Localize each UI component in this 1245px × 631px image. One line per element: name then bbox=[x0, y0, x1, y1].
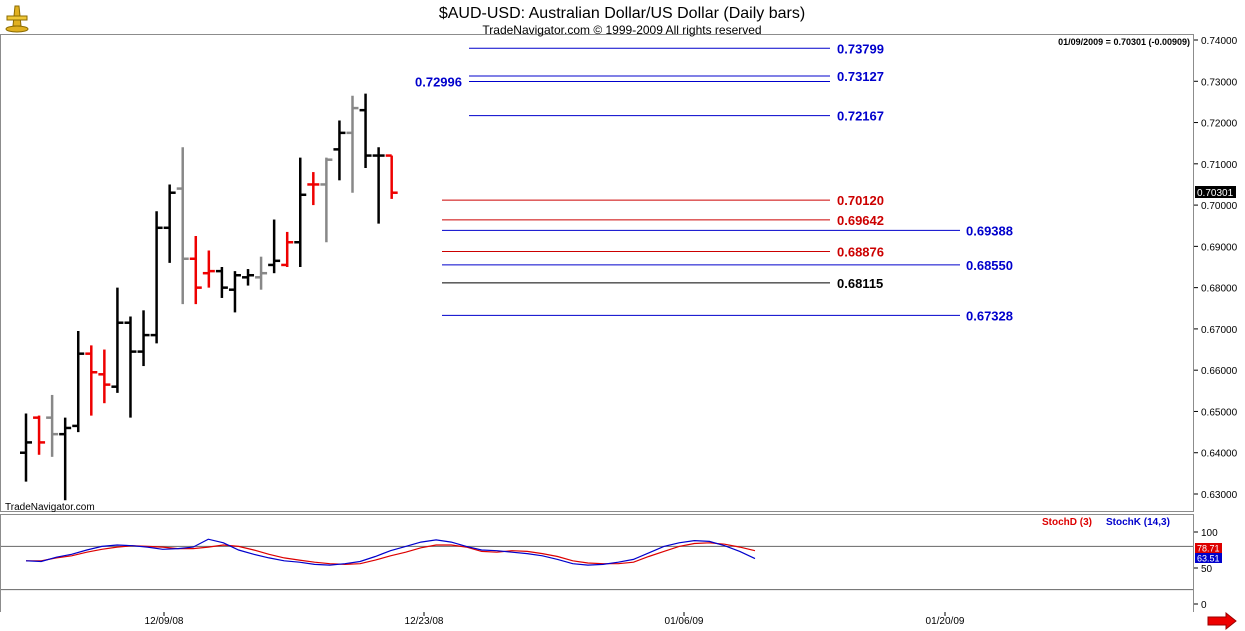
stoch-value-badge bbox=[1195, 553, 1222, 563]
date-axis-label: 01/06/09 bbox=[665, 616, 704, 627]
price-axis-label: 0.64000 bbox=[1201, 449, 1238, 460]
price-axis-label: 0.71000 bbox=[1201, 160, 1238, 171]
price-axis-label: 0.73000 bbox=[1201, 77, 1238, 88]
level-label: 0.69642 bbox=[837, 213, 884, 228]
price-axis: 0.74000 0.73000 0.72000 0.71000 0.70000 0.690… bbox=[1194, 36, 1238, 501]
price-axis-label: 0.74000 bbox=[1201, 36, 1238, 47]
price-axis-label: 0.63000 bbox=[1201, 490, 1238, 501]
stoch-series-line bbox=[26, 542, 756, 566]
level-label: 0.68876 bbox=[837, 244, 884, 259]
price-bars bbox=[20, 93, 398, 501]
stoch-value-badge bbox=[1195, 543, 1222, 553]
level-label: 0.68115 bbox=[837, 276, 883, 291]
chart-title: $AUD-USD: Australian Dollar/US Dollar (D… bbox=[439, 5, 805, 22]
legend-stoch-k: StochK (14,3) bbox=[1106, 517, 1170, 528]
price-axis-label: 0.66000 bbox=[1201, 366, 1238, 377]
price-axis-label: 0.68000 bbox=[1201, 284, 1238, 295]
level-label: 0.68550 bbox=[966, 258, 1013, 273]
level-label: 0.69388 bbox=[966, 223, 1013, 238]
level-label: 0.73127 bbox=[837, 69, 884, 84]
price-levels: 0.73799 0.73127 0.72996 0.72167 0.70120 0.696… bbox=[415, 41, 1013, 323]
stoch-value-badge-text: 78.71 bbox=[1197, 544, 1220, 554]
level-label: 0.70120 bbox=[837, 193, 884, 208]
date-axis-strip bbox=[0, 612, 1194, 631]
level-label: 0.67328 bbox=[966, 308, 1013, 323]
watermark: TradeNavigator.com bbox=[5, 502, 95, 513]
price-axis-label: 0.70000 bbox=[1201, 201, 1238, 212]
price-axis-label: 0.67000 bbox=[1201, 325, 1238, 336]
date-axis-label: 01/20/09 bbox=[926, 616, 965, 627]
stoch-value-badge-text: 63.51 bbox=[1197, 554, 1220, 564]
level-label: 0.73799 bbox=[837, 41, 884, 56]
price-axis-label: 0.65000 bbox=[1201, 407, 1238, 418]
last-quote-readout: 01/09/2009 = 0.70301 (-0.00909) bbox=[1058, 37, 1190, 47]
scroll-right-arrow-icon[interactable] bbox=[1207, 611, 1237, 631]
price-panel-frame bbox=[0, 34, 1194, 512]
copyright-notice: TradeNavigator.com © 1999-2009 All right… bbox=[482, 23, 761, 37]
level-label: 0.72167 bbox=[837, 109, 884, 124]
current-price-badge-text: 0.70301 bbox=[1197, 188, 1234, 199]
current-price-badge bbox=[1195, 186, 1236, 198]
date-axis-label: 12/09/08 bbox=[145, 616, 184, 627]
stoch-axis-label: 100 bbox=[1201, 528, 1218, 539]
date-axis-label: 12/23/08 bbox=[405, 616, 444, 627]
legend-stoch-d: StochD (3) bbox=[1042, 517, 1092, 528]
stoch-series-line bbox=[25, 538, 756, 566]
date-axis: 12/09/08 12/23/08 01/06/09 01/20/09 bbox=[145, 612, 965, 627]
price-axis-label: 0.69000 bbox=[1201, 242, 1238, 253]
stoch-axis-label: 0 bbox=[1201, 600, 1207, 611]
level-label: 0.72996 bbox=[415, 74, 462, 89]
price-axis-label: 0.72000 bbox=[1201, 119, 1238, 130]
stoch-axis-label: 50 bbox=[1201, 564, 1213, 575]
trade-navigator-logo-icon[interactable] bbox=[5, 5, 29, 33]
